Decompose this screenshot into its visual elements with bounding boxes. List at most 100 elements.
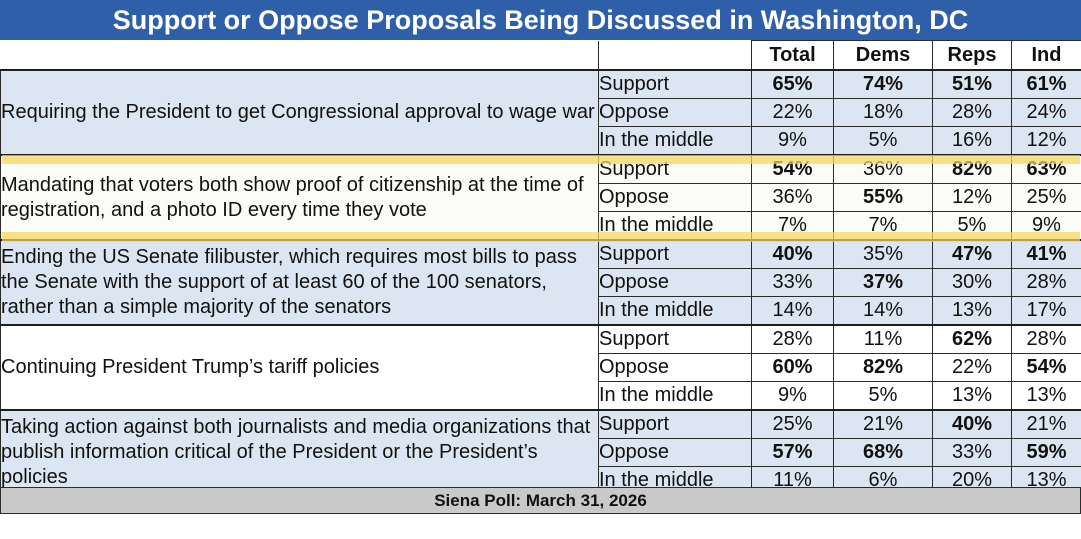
option-label: Oppose <box>598 183 752 212</box>
option-label: In the middle <box>598 211 752 241</box>
total-value: 57% <box>751 438 834 467</box>
dems-value: 14% <box>833 296 933 326</box>
reps-value: 47% <box>932 239 1012 269</box>
dems-value: 35% <box>833 239 933 269</box>
table-row: Oppose 60% 82% 22% 54% <box>1 353 1081 382</box>
reps-value: 82% <box>932 154 1012 184</box>
total-value: 25% <box>751 409 834 439</box>
dems-value: 11% <box>833 324 933 354</box>
ind-value: 28% <box>1011 324 1081 354</box>
ind-value: 54% <box>1011 353 1081 382</box>
question-group: Mandating that voters both show proof of… <box>0 154 1081 241</box>
ind-value: 13% <box>1011 381 1081 411</box>
ind-value: 61% <box>1011 69 1081 99</box>
dems-value: 36% <box>833 154 933 184</box>
header-ind: Ind <box>1011 40 1081 71</box>
reps-value: 40% <box>932 409 1012 439</box>
ind-value: 17% <box>1011 296 1081 326</box>
ind-value: 9% <box>1011 211 1081 241</box>
question-text: Taking action against both journalists a… <box>0 409 599 495</box>
total-value: 7% <box>751 211 834 241</box>
table-row: In the middle 9% 5% 16% 12% <box>1 126 1081 156</box>
question-group: Continuing President Trump’s tariff poli… <box>0 324 1081 411</box>
ind-value: 28% <box>1011 268 1081 297</box>
header-reps: Reps <box>932 40 1012 71</box>
total-value: 9% <box>751 126 834 156</box>
total-value: 9% <box>751 381 834 411</box>
table-row: Oppose 36% 55% 12% 25% <box>1 183 1081 212</box>
reps-value: 28% <box>932 98 1012 127</box>
question-group: Ending the US Senate filibuster, which r… <box>0 239 1081 326</box>
table-row: Continuing President Trump’s tariff poli… <box>0 324 1081 411</box>
question-text: Ending the US Senate filibuster, which r… <box>0 239 599 326</box>
total-value: 54% <box>751 154 834 184</box>
reps-value: 16% <box>932 126 1012 156</box>
table-row: In the middle 9% 5% 13% 13% <box>1 381 1081 411</box>
ind-value: 12% <box>1011 126 1081 156</box>
option-label: In the middle <box>598 296 752 326</box>
option-label: Support <box>598 69 752 99</box>
option-label: In the middle <box>598 381 752 411</box>
reps-value: 30% <box>932 268 1012 297</box>
total-value: 36% <box>751 183 834 212</box>
reps-value: 13% <box>932 381 1012 411</box>
header-dems: Dems <box>833 40 933 71</box>
reps-value: 22% <box>932 353 1012 382</box>
total-value: 60% <box>751 353 834 382</box>
table-row: Taking action against both journalists a… <box>0 409 1081 495</box>
reps-value: 33% <box>932 438 1012 467</box>
option-label: In the middle <box>598 126 752 156</box>
header-row: Total Dems Reps Ind <box>0 40 1081 71</box>
dems-value: 82% <box>833 353 933 382</box>
table-row: Requiring the President to get Congressi… <box>0 69 1081 156</box>
reps-value: 5% <box>932 211 1012 241</box>
dems-value: 74% <box>833 69 933 99</box>
total-value: 28% <box>751 324 834 354</box>
total-value: 14% <box>751 296 834 326</box>
source-footer: Siena Poll: March 31, 2026 <box>0 487 1081 514</box>
table-row: Oppose 22% 18% 28% 24% <box>1 98 1081 127</box>
dems-value: 5% <box>833 381 933 411</box>
reps-value: 62% <box>932 324 1012 354</box>
poll-table-figure: Support or Oppose Proposals Being Discus… <box>0 0 1081 514</box>
table-row: Ending the US Senate filibuster, which r… <box>0 239 1081 326</box>
question-group: Taking action against both journalists a… <box>0 409 1081 495</box>
dems-value: 7% <box>833 211 933 241</box>
table-row: Mandating that voters both show proof of… <box>0 154 1081 241</box>
question-text: Requiring the President to get Congressi… <box>0 69 599 156</box>
question-text: Continuing President Trump’s tariff poli… <box>0 324 599 411</box>
ind-value: 41% <box>1011 239 1081 269</box>
reps-value: 13% <box>932 296 1012 326</box>
option-label: Support <box>598 324 752 354</box>
table-row: Oppose 33% 37% 30% 28% <box>1 268 1081 297</box>
header-option-blank <box>598 40 752 71</box>
ind-value: 25% <box>1011 183 1081 212</box>
total-value: 22% <box>751 98 834 127</box>
dems-value: 37% <box>833 268 933 297</box>
dems-value: 5% <box>833 126 933 156</box>
option-label: Oppose <box>598 268 752 297</box>
dems-value: 55% <box>833 183 933 212</box>
ind-value: 24% <box>1011 98 1081 127</box>
option-label: Support <box>598 154 752 184</box>
header-question-blank <box>0 40 599 71</box>
question-group: Requiring the President to get Congressi… <box>0 69 1081 156</box>
dems-value: 68% <box>833 438 933 467</box>
total-value: 65% <box>751 69 834 99</box>
reps-value: 51% <box>932 69 1012 99</box>
option-label: Support <box>598 409 752 439</box>
ind-value: 59% <box>1011 438 1081 467</box>
table-title: Support or Oppose Proposals Being Discus… <box>0 0 1081 40</box>
option-label: Oppose <box>598 353 752 382</box>
dems-value: 18% <box>833 98 933 127</box>
total-value: 33% <box>751 268 834 297</box>
dems-value: 21% <box>833 409 933 439</box>
poll-results-table: Total Dems Reps Ind Requiring the Presid… <box>0 40 1081 495</box>
header-total: Total <box>751 40 834 71</box>
option-label: Oppose <box>598 438 752 467</box>
question-text: Mandating that voters both show proof of… <box>0 154 599 241</box>
option-label: Oppose <box>598 98 752 127</box>
ind-value: 63% <box>1011 154 1081 184</box>
option-label: Support <box>598 239 752 269</box>
total-value: 40% <box>751 239 834 269</box>
